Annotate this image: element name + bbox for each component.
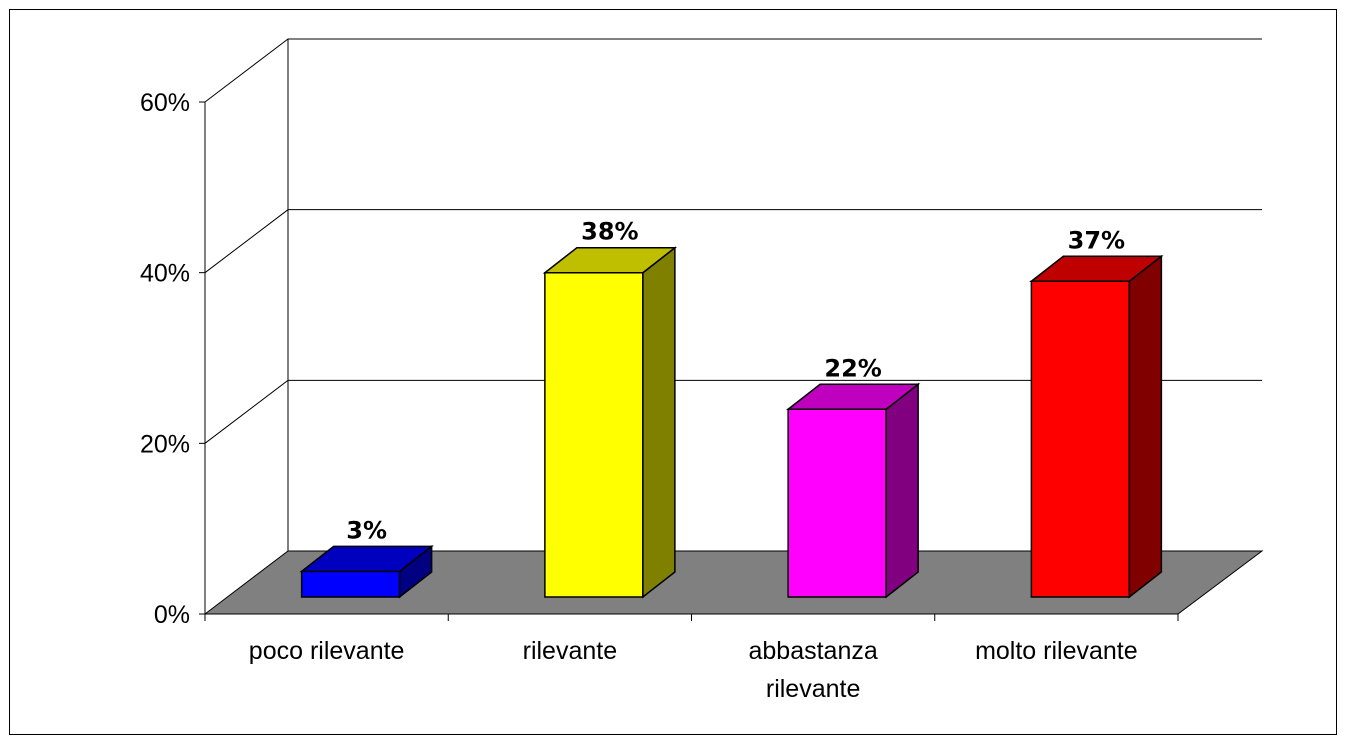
bar bbox=[1029, 254, 1164, 599]
bar-side bbox=[885, 382, 919, 599]
y-tick-label: 60% bbox=[140, 89, 190, 117]
value-label: 3% bbox=[346, 516, 387, 544]
y-tick-label: 0% bbox=[154, 601, 190, 629]
bar-top bbox=[785, 383, 921, 411]
value-label: 22% bbox=[824, 354, 881, 382]
x-tick-label: rilevante bbox=[523, 637, 618, 665]
x-tick-label: poco rilevante bbox=[249, 637, 405, 665]
bar-front bbox=[300, 570, 401, 598]
grid-line bbox=[204, 38, 1262, 103]
y-tick-label: 40% bbox=[140, 260, 190, 288]
grid-line bbox=[204, 379, 1262, 444]
bar bbox=[542, 246, 678, 599]
x-tick-label: abbastanza rilevante bbox=[748, 637, 877, 703]
y-tick-label: 20% bbox=[140, 430, 190, 458]
bar-top bbox=[299, 545, 434, 573]
bar bbox=[299, 544, 434, 599]
bar-side bbox=[1128, 254, 1163, 599]
bar-top bbox=[542, 246, 678, 274]
bar bbox=[785, 382, 921, 599]
bar-front bbox=[544, 271, 644, 598]
bar-side bbox=[642, 246, 676, 599]
bar-front bbox=[787, 408, 887, 598]
bar-front bbox=[1030, 280, 1131, 598]
x-tick-label: molto rilevante bbox=[975, 637, 1138, 665]
grid-line bbox=[204, 209, 1262, 274]
value-label: 38% bbox=[581, 218, 638, 246]
value-label: 37% bbox=[1068, 226, 1125, 254]
bar-top bbox=[1029, 255, 1164, 283]
